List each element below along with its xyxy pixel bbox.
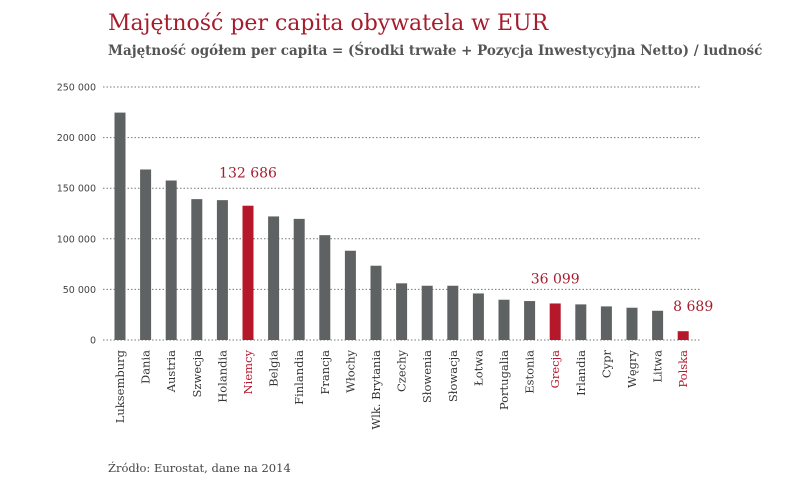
x-tick-label: Belgia	[267, 350, 281, 387]
bar-Polska	[677, 331, 689, 340]
bar-Słowacja	[447, 285, 459, 340]
x-tick-label: Finlandia	[292, 350, 306, 405]
bar-Węgry	[626, 307, 638, 340]
bar-Czechy	[396, 283, 408, 340]
x-tick-label: Czechy	[395, 350, 409, 393]
bar-Luksemburg	[114, 112, 126, 340]
y-tick-label: 100 000	[57, 234, 96, 245]
y-tick-label: 200 000	[57, 133, 96, 144]
gridlines	[103, 86, 700, 341]
bar-Estonia	[524, 301, 536, 340]
bar-Włochy	[344, 250, 356, 340]
x-tick-label: Włochy	[343, 350, 357, 393]
x-tick-label: Wlk. Brytania	[369, 350, 383, 430]
chart-title: Majętność per capita obywatela w EUR	[108, 11, 550, 36]
bar-Wlk. Brytania	[370, 265, 382, 340]
bar-Finlandia	[293, 218, 305, 340]
x-tick-label: Słowacja	[446, 350, 460, 402]
x-tick-label: Litwa	[651, 350, 665, 383]
y-tick-label: 150 000	[57, 184, 96, 195]
bars	[114, 112, 689, 340]
x-tick-label: Austria	[164, 350, 178, 393]
x-tick-label: Dania	[139, 350, 153, 384]
data-label: 132 686	[219, 166, 277, 182]
x-tick-label: Węgry	[625, 349, 639, 387]
bar-Austria	[165, 180, 177, 340]
x-axis-labels: Luksemburg Dania Austria Szwecja Holandia Nie…	[113, 349, 690, 429]
bar-Szwecja	[191, 199, 203, 340]
bar-Łotwa	[472, 293, 484, 340]
bar-Litwa	[652, 310, 664, 340]
x-tick-label: Słowenia	[420, 350, 434, 403]
bar-Grecja	[549, 303, 561, 340]
bar-Niemcy	[242, 205, 254, 340]
y-tick-label: 250 000	[57, 83, 96, 94]
bar-Słowenia	[421, 285, 433, 340]
bar-Irlandia	[575, 304, 587, 340]
x-tick-label: Estonia	[523, 350, 537, 394]
x-tick-label: Szwecja	[190, 350, 204, 398]
x-tick-label: Portugalia	[497, 350, 511, 410]
y-tick-label: 0	[90, 336, 96, 347]
bar-Francja	[319, 235, 331, 340]
y-axis: 0 50 000 100 000 150 000 200 000 250 000	[57, 83, 96, 347]
x-tick-label: Luksemburg	[113, 349, 127, 423]
bar-Dania	[140, 169, 152, 340]
data-labels: 132 686 36 099 8 689	[219, 166, 713, 315]
x-tick-label: Niemcy	[241, 349, 255, 394]
x-tick-label: Polska	[676, 350, 690, 388]
data-label: 36 099	[531, 271, 580, 287]
y-tick-label: 50 000	[63, 285, 96, 296]
x-tick-label: Francja	[318, 350, 332, 395]
bar-Cypr	[600, 306, 612, 340]
bar-Belgia	[268, 216, 280, 340]
x-tick-label: Irlandia	[574, 350, 588, 396]
x-tick-label: Łotwa	[471, 350, 485, 386]
chart-subtitle: Majętność ogółem per capita = (Środki tr…	[108, 42, 762, 59]
bar-Portugalia	[498, 299, 510, 340]
data-label: 8 689	[673, 299, 713, 315]
source-note: Źródło: Eurostat, dane na 2014	[108, 461, 291, 475]
x-tick-label: Grecja	[548, 350, 562, 388]
x-tick-label: Holandia	[215, 350, 229, 403]
x-tick-label: Cypr	[599, 349, 613, 378]
bar-Holandia	[216, 200, 228, 340]
